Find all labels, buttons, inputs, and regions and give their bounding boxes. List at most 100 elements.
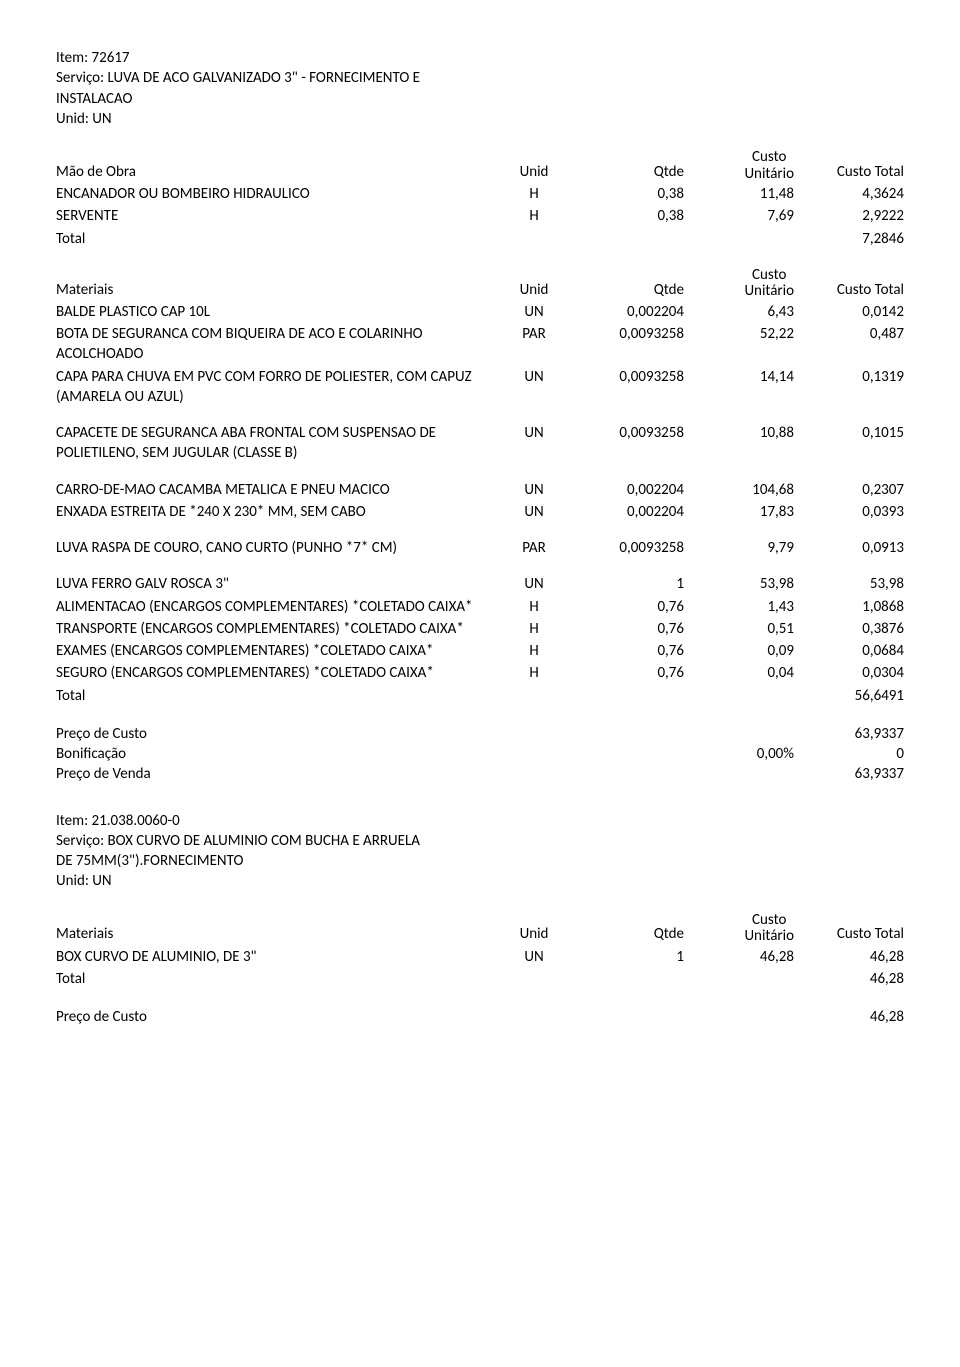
cell-desc: ALIMENTACAO (ENCARGOS COMPLEMENTARES) *C… [56,597,504,617]
total-label: Total [56,686,794,706]
cell-ct: 0,0304 [794,663,904,683]
unid-line: Unid: UN [56,109,904,129]
cell-cu: 14,14 [684,367,794,387]
item-label: Item: [56,812,88,830]
total-value: 56,6491 [794,686,904,706]
cell-cu: 9,79 [684,538,794,558]
cell-cu: 1,43 [684,597,794,617]
cell-desc: CAPACETE DE SEGURANCA ABA FRONTAL COM SU… [56,423,504,464]
section-title: Materiais [56,924,504,944]
col-unid: Unid [504,280,564,300]
cell-ct: 4,3624 [794,184,904,204]
cell-ct: 46,28 [794,947,904,967]
cell-unid: UN [504,574,564,594]
cell-cu: 0,09 [684,641,794,661]
col-custo-unitario: Custo Unitário [684,912,794,945]
table-row: CAPACETE DE SEGURANCA ABA FRONTAL COM SU… [56,423,904,464]
cell-cu: 46,28 [684,947,794,967]
unid-label: Unid: [56,110,89,128]
unid-line: Unid: UN [56,871,904,891]
cell-unid: H [504,619,564,639]
total-label: Total [56,229,794,249]
total-value: 7,2846 [794,229,904,249]
cell-desc: BALDE PLASTICO CAP 10L [56,302,504,322]
table-row: BALDE PLASTICO CAP 10L UN 0,002204 6,43 … [56,302,904,322]
servico-label: Serviço: [56,832,104,850]
cell-cu: 104,68 [684,480,794,500]
cell-qtde: 0,0093258 [564,423,684,443]
cell-ct: 0,0684 [794,641,904,661]
cell-unid: H [504,663,564,683]
cell-qtde: 0,76 [564,641,684,661]
preco-venda-row: Preço de Venda 63,9337 [56,764,904,784]
cell-cu: 52,22 [684,324,794,344]
table-row: EXAMES (ENCARGOS COMPLEMENTARES) *COLETA… [56,641,904,661]
item-line: Item: 72617 [56,48,904,68]
cell-cu: 6,43 [684,302,794,322]
cell-ct: 0,2307 [794,480,904,500]
col-custo-total: Custo Total [794,162,904,182]
cell-qtde: 0,76 [564,597,684,617]
cell-unid: PAR [504,538,564,558]
section-title: Mão de Obra [56,162,504,182]
bonificacao-row: Bonificação 0,00% 0 [56,744,904,764]
col-unid: Unid [504,924,564,944]
table-row: CAPA PARA CHUVA EM PVC COM FORRO DE POLI… [56,367,904,408]
cell-ct: 0,0913 [794,538,904,558]
table-row: CARRO-DE-MAO CACAMBA METALICA E PNEU MAC… [56,480,904,500]
servico-line: Serviço: LUVA DE ACO GALVANIZADO 3" - FO… [56,68,904,88]
table-row: ENXADA ESTREITA DE *240 X 230* MM, SEM C… [56,502,904,522]
mao-total-row: Total 7,2846 [56,229,904,249]
cell-qtde: 1 [564,947,684,967]
materiais-header: Materiais Unid Qtde Custo Unitário Custo… [56,267,904,300]
bonificacao-value: 0 [794,744,904,764]
cell-desc: ENXADA ESTREITA DE *240 X 230* MM, SEM C… [56,502,504,522]
item-label: Item: [56,49,88,67]
cell-qtde: 0,002204 [564,502,684,522]
bonificacao-label: Bonificação [56,744,684,764]
item-value: 21.038.0060-0 [92,812,180,830]
summary-block-1: Preço de Custo 63,9337 Bonificação 0,00%… [56,724,904,785]
preco-custo-value: 63,9337 [794,724,904,744]
cell-cu: 10,88 [684,423,794,443]
cell-unid: UN [504,502,564,522]
cell-desc: CAPA PARA CHUVA EM PVC COM FORRO DE POLI… [56,367,504,408]
cell-ct: 2,9222 [794,206,904,226]
col-unid: Unid [504,162,564,182]
cell-unid: H [504,184,564,204]
section-title: Materiais [56,280,504,300]
cell-unid: UN [504,480,564,500]
servico-value: BOX CURVO DE ALUMINIO COM BUCHA E ARRUEL… [108,832,420,850]
cell-qtde: 0,0093258 [564,538,684,558]
cell-qtde: 0,002204 [564,302,684,322]
table-row: SERVENTE H 0,38 7,69 2,9222 [56,206,904,226]
cell-ct: 0,1015 [794,423,904,443]
preco-custo-row: Preço de Custo 63,9337 [56,724,904,744]
cell-unid: UN [504,302,564,322]
cell-desc: BOTA DE SEGURANCA COM BIQUEIRA DE ACO E … [56,324,504,365]
cell-qtde: 0,76 [564,663,684,683]
cell-qtde: 0,002204 [564,480,684,500]
preco-venda-value: 63,9337 [794,764,904,784]
total-label: Total [56,969,794,989]
cell-ct: 1,0868 [794,597,904,617]
preco-custo-value: 46,28 [794,1007,904,1027]
table-row: LUVA FERRO GALV ROSCA 3" UN 1 53,98 53,9… [56,574,904,594]
cell-unid: UN [504,367,564,387]
cell-unid: H [504,206,564,226]
bonificacao-pct: 0,00% [684,744,794,764]
unid-label: Unid: [56,872,89,890]
cell-desc: SEGURO (ENCARGOS COMPLEMENTARES) *COLETA… [56,663,504,683]
servico-cont: INSTALACAO [56,89,904,109]
cell-ct: 0,3876 [794,619,904,639]
col-qtde: Qtde [564,162,684,182]
servico-value: LUVA DE ACO GALVANIZADO 3" - FORNECIMENT… [108,69,420,87]
col-custo-total: Custo Total [794,280,904,300]
table-row: SEGURO (ENCARGOS COMPLEMENTARES) *COLETA… [56,663,904,683]
item-header-1: Item: 72617 Serviço: LUVA DE ACO GALVANI… [56,48,904,129]
cell-desc: ENCANADOR OU BOMBEIRO HIDRAULICO [56,184,504,204]
item-line: Item: 21.038.0060-0 [56,811,904,831]
preco-venda-label: Preço de Venda [56,764,684,784]
table-row: ALIMENTACAO (ENCARGOS COMPLEMENTARES) *C… [56,597,904,617]
cell-unid: H [504,641,564,661]
